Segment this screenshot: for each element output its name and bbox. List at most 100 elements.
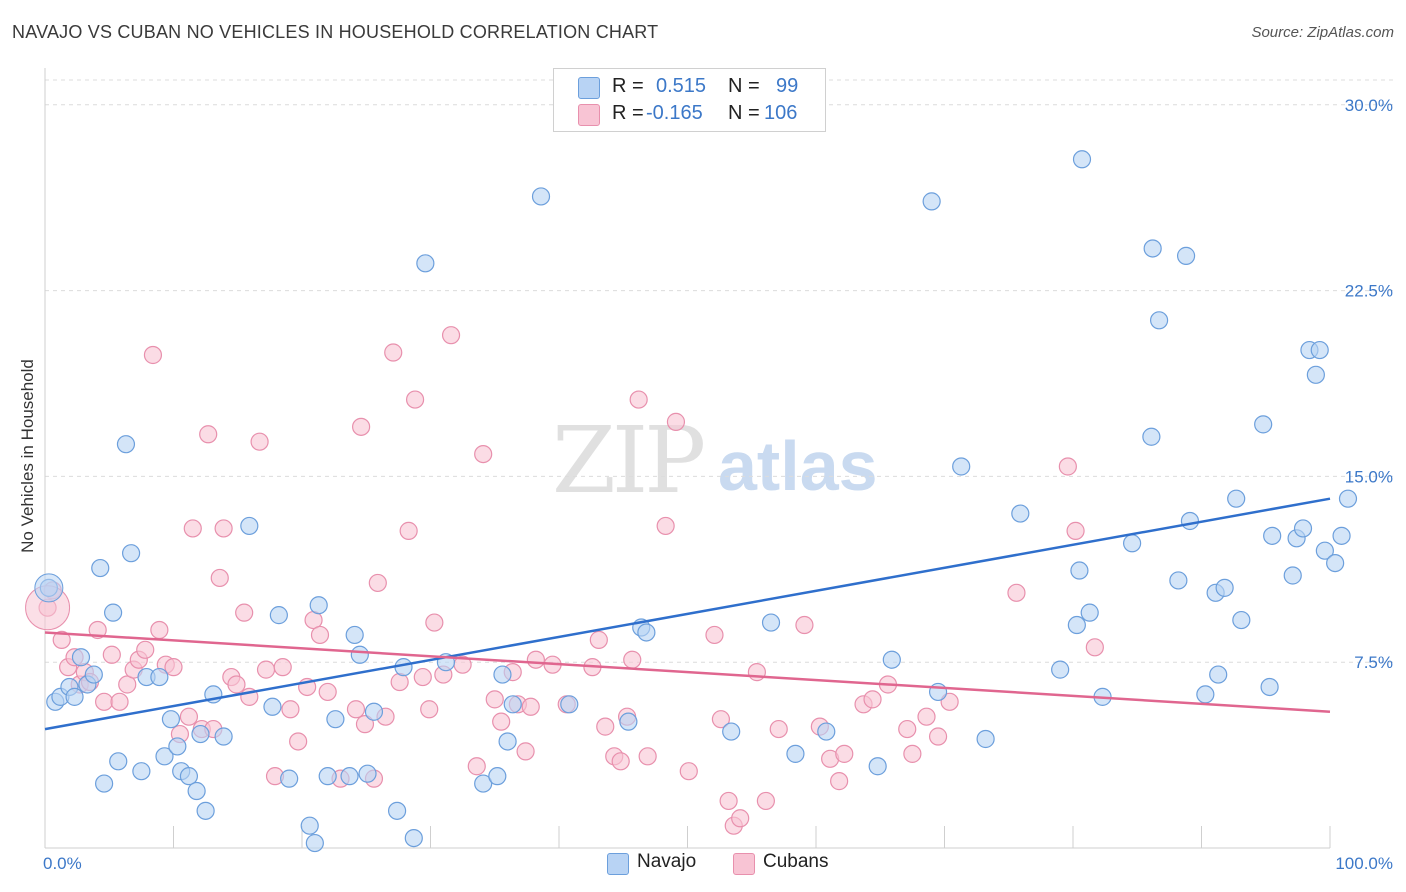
navajo-point[interactable] — [1315, 541, 1334, 560]
cubans-point[interactable] — [179, 707, 199, 726]
cubans-point[interactable] — [903, 744, 922, 763]
cubans-point[interactable] — [368, 573, 387, 593]
navajo-point[interactable] — [488, 767, 507, 786]
navajo-point[interactable] — [1180, 511, 1200, 531]
navajo-point[interactable] — [722, 722, 741, 741]
cubans-point[interactable] — [629, 390, 648, 409]
cubans-point[interactable] — [485, 690, 504, 709]
cubans-point[interactable] — [1007, 583, 1026, 602]
cubans-point[interactable] — [492, 712, 511, 731]
cubans-point[interactable] — [183, 519, 202, 538]
navajo-point[interactable] — [364, 702, 384, 721]
navajo-point[interactable] — [922, 192, 941, 211]
cubans-point[interactable] — [898, 719, 917, 739]
cubans-point[interactable] — [95, 692, 114, 711]
cubans-point[interactable] — [250, 432, 269, 451]
navajo-point[interactable] — [1306, 365, 1325, 384]
cubans-point[interactable] — [863, 690, 882, 709]
cubans-point[interactable] — [835, 744, 854, 763]
cubans-point[interactable] — [256, 660, 276, 679]
navajo-point[interactable] — [1169, 571, 1188, 590]
navajo-point[interactable] — [95, 774, 114, 793]
navajo-point[interactable] — [1227, 489, 1246, 508]
cubans-point[interactable] — [731, 809, 750, 828]
navajo-point[interactable] — [318, 767, 337, 786]
navajo-point[interactable] — [109, 752, 128, 771]
navajo-point[interactable] — [121, 544, 141, 563]
cubans-point[interactable] — [611, 752, 630, 771]
cubans-point[interactable] — [199, 425, 218, 444]
cubans-point[interactable] — [150, 620, 169, 640]
navajo-point[interactable] — [1051, 660, 1070, 679]
cubans-point[interactable] — [1085, 638, 1104, 657]
cubans-point[interactable] — [656, 516, 675, 536]
navajo-point[interactable] — [1293, 519, 1313, 538]
cubans-point[interactable] — [467, 757, 486, 776]
cubans-point[interactable] — [769, 719, 788, 739]
navajo-point[interactable] — [1123, 534, 1142, 553]
cubans-point[interactable] — [526, 650, 545, 669]
navajo-point[interactable] — [817, 722, 836, 741]
cubans-point[interactable] — [355, 715, 375, 734]
cubans-point[interactable] — [623, 650, 642, 669]
cubans-point[interactable] — [273, 658, 292, 677]
navajo-point[interactable] — [493, 665, 512, 684]
navajo-point[interactable] — [269, 606, 288, 625]
navajo-point[interactable] — [84, 665, 103, 684]
cubans-point[interactable] — [390, 672, 409, 692]
cubans-point[interactable] — [679, 762, 698, 781]
navajo-point[interactable] — [531, 187, 551, 206]
navajo-point[interactable] — [280, 769, 299, 788]
cubans-point[interactable] — [352, 417, 371, 436]
navajo-point[interactable] — [868, 757, 887, 776]
cubans-point[interactable] — [110, 692, 129, 711]
navajo-point[interactable] — [1067, 615, 1086, 635]
navajo-point[interactable] — [1072, 150, 1092, 169]
cubans-point[interactable] — [756, 791, 775, 811]
cubans-point[interactable] — [164, 658, 183, 677]
cubans-point[interactable] — [666, 412, 686, 431]
navajo-point[interactable] — [1215, 578, 1234, 597]
cubans-point[interactable] — [719, 791, 738, 811]
navajo-point[interactable] — [345, 625, 364, 645]
navajo-point[interactable] — [65, 687, 84, 706]
navajo-point[interactable] — [637, 623, 656, 642]
navajo-point[interactable] — [350, 645, 369, 664]
navajo-point[interactable] — [1232, 610, 1251, 630]
navajo-point[interactable] — [71, 648, 91, 667]
cubans-point[interactable] — [52, 630, 71, 649]
navajo-point[interactable] — [1080, 603, 1099, 622]
cubans-point[interactable] — [289, 732, 308, 751]
navajo-point[interactable] — [1326, 553, 1345, 573]
cubans-point[interactable] — [102, 645, 121, 664]
cubans-point[interactable] — [711, 710, 731, 729]
cubans-point[interactable] — [705, 625, 724, 645]
navajo-point[interactable] — [1338, 489, 1358, 508]
navajo-point[interactable] — [1176, 246, 1196, 265]
cubans-point[interactable] — [521, 697, 540, 716]
navajo-point[interactable] — [340, 767, 359, 786]
navajo-point[interactable] — [300, 816, 319, 835]
cubans-point[interactable] — [210, 568, 229, 588]
cubans-point[interactable] — [917, 707, 936, 726]
navajo-point[interactable] — [305, 833, 324, 853]
navajo-point[interactable] — [1254, 415, 1273, 434]
cubans-point[interactable] — [516, 742, 535, 761]
navajo-point[interactable] — [191, 724, 210, 744]
cubans-point[interactable] — [589, 630, 608, 649]
cubans-point[interactable] — [318, 682, 337, 702]
navajo-point[interactable] — [91, 558, 110, 578]
navajo-point[interactable] — [1070, 561, 1089, 580]
navajo-point[interactable] — [161, 710, 181, 729]
cubans-point[interactable] — [596, 717, 615, 736]
navajo-point[interactable] — [503, 695, 522, 714]
cubans-point[interactable] — [441, 326, 461, 345]
navajo-point[interactable] — [1332, 526, 1351, 545]
cubans-point[interactable] — [399, 521, 418, 540]
navajo-point[interactable] — [263, 697, 282, 716]
cubans-point[interactable] — [420, 700, 439, 719]
cubans-point[interactable] — [143, 345, 163, 365]
navajo-point[interactable] — [1260, 677, 1279, 697]
navajo-point[interactable] — [786, 744, 805, 763]
cubans-point[interactable] — [425, 613, 444, 632]
